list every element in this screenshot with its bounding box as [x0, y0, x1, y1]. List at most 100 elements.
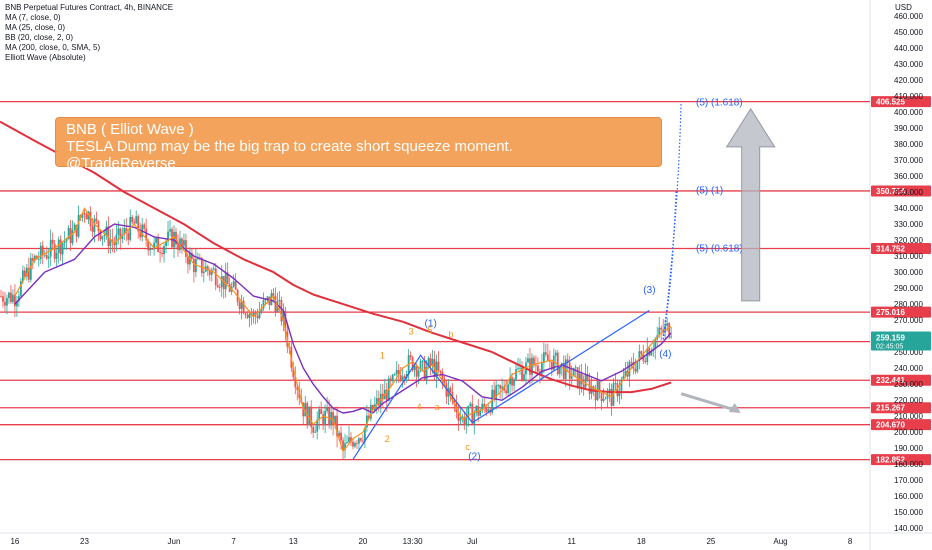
candle-body	[495, 385, 498, 399]
candle-body	[338, 432, 340, 437]
wave-label: (4)	[659, 349, 671, 360]
y-tick-label: 240.000	[894, 364, 923, 373]
candle-body	[133, 222, 136, 224]
candle-body	[167, 231, 169, 242]
candle-body	[119, 228, 122, 239]
candle-body	[93, 218, 96, 232]
candle-body	[220, 275, 223, 288]
candle-body	[121, 234, 124, 239]
candle-body	[282, 311, 285, 322]
candle-body	[570, 376, 573, 379]
candle-body	[493, 389, 496, 399]
price-axis[interactable]: 140.000 150.000 160.000 170.000 180.000 190.0…	[871, 12, 931, 533]
candle-body	[562, 362, 565, 379]
candle-body	[147, 240, 150, 251]
legend-ma25: MA (25, close, 0)	[5, 23, 66, 32]
candle-body	[497, 385, 500, 386]
candle-body	[668, 323, 671, 338]
level-tag	[871, 402, 931, 414]
candle-body	[403, 376, 406, 378]
y-tick-label: 290.000	[894, 284, 923, 293]
y-tick-label: 310.000	[894, 252, 923, 261]
candle-body	[445, 383, 448, 397]
wave-main-line	[352, 309, 650, 460]
candle-body	[624, 370, 627, 377]
candle-body	[318, 409, 321, 420]
candle-body	[37, 259, 40, 260]
candle-body	[155, 238, 158, 243]
candle-body	[572, 367, 575, 377]
candle-body	[371, 405, 374, 411]
candle-body	[181, 238, 183, 246]
candle-body	[266, 296, 269, 300]
candle-body	[125, 228, 128, 234]
level-tag-label: 350.704	[876, 187, 905, 196]
candle-body	[644, 360, 647, 363]
ma7-line	[14, 207, 672, 452]
y-tick-label: 180.000	[894, 460, 923, 469]
candle-body	[367, 415, 370, 419]
y-tick-label: 420.000	[894, 76, 923, 85]
y-tick-label: 150.000	[894, 508, 923, 517]
candle-body	[47, 256, 50, 259]
candle-body	[552, 355, 555, 370]
candle-body	[95, 218, 98, 222]
candle-body	[527, 358, 529, 363]
last-price-label: 259.159	[876, 333, 905, 342]
candle-body	[401, 376, 404, 381]
wave-projection-line	[662, 101, 682, 340]
candle-body	[23, 270, 26, 277]
candle-body	[77, 215, 80, 237]
candle-body	[654, 339, 657, 349]
candle-body	[602, 398, 605, 401]
candle-body	[509, 377, 511, 385]
candle-body	[163, 245, 165, 255]
y-tick-label: 440.000	[894, 44, 923, 53]
x-tick-label: 16	[10, 537, 19, 546]
candle-body	[151, 248, 154, 250]
candle-body	[145, 228, 148, 241]
annotation-note[interactable]: BNB ( Elliot Wave ) TESLA Dump may be th…	[55, 117, 662, 172]
level-tag-label: 406.525	[876, 98, 905, 107]
y-tick-label: 340.000	[894, 204, 923, 213]
candle-body	[226, 272, 229, 284]
time-axis[interactable]: 16 23 Jun 7 13 20 13:30 Jul 11 18 25 Aug 8	[10, 537, 852, 546]
candle-body	[14, 294, 16, 307]
candle-body	[554, 352, 557, 356]
candle-body	[499, 385, 502, 389]
candle-body	[149, 248, 152, 251]
candle-body	[202, 271, 205, 274]
candle-body	[574, 367, 577, 369]
candle-body	[314, 431, 317, 433]
candle-body	[99, 231, 102, 240]
candle-body	[648, 348, 651, 356]
candle-body	[340, 432, 342, 441]
level-tag	[871, 242, 931, 254]
candle-body	[316, 419, 319, 432]
level-tag	[871, 185, 931, 197]
candle-body	[521, 367, 523, 381]
candle-body	[332, 412, 334, 425]
candle-body	[161, 253, 163, 255]
candle-body	[598, 381, 601, 392]
candle-body	[0, 296, 2, 297]
candle-body	[97, 221, 100, 232]
candle-body	[519, 367, 521, 369]
candle-body	[137, 216, 140, 232]
candle-body	[411, 357, 414, 371]
candle-body	[302, 402, 305, 417]
candle-body	[517, 368, 519, 370]
candle-body	[435, 361, 438, 378]
candle-body	[238, 302, 241, 309]
candle-body	[630, 361, 633, 363]
candle-body	[31, 258, 34, 261]
arrows	[680, 107, 776, 413]
candle-body	[41, 245, 44, 255]
candle-body	[115, 234, 118, 246]
candle-body	[322, 414, 325, 425]
currency-label: USD	[895, 3, 912, 12]
candle-body	[258, 311, 261, 319]
candle-body	[304, 403, 307, 417]
